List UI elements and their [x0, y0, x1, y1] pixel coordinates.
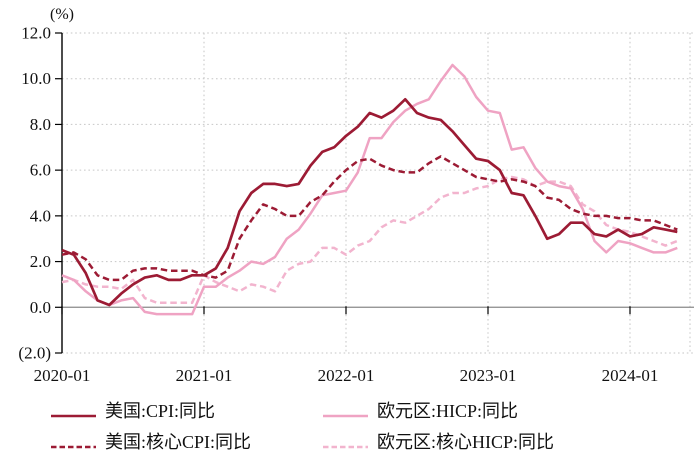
y-tick-label: 8.0 [30, 115, 51, 134]
x-tick-label: 2024-01 [602, 366, 659, 385]
chart-legend: 美国:CPI:同比 欧元区:HICP:同比 美国:核心CPI:同比 欧元区:核心… [0, 400, 700, 453]
x-tick-label: 2023-01 [460, 366, 517, 385]
x-tick-label: 2022-01 [318, 366, 375, 385]
legend-item-ez-hicp: 欧元区:HICP:同比 [322, 400, 700, 422]
series-line-1 [61, 155, 678, 282]
legend-label-ez-hicp: 欧元区:HICP:同比 [377, 401, 519, 421]
legend-item-ez-core-hicp: 欧元区:核心HICP:同比 [322, 431, 700, 453]
legend-label-us-cpi: 美国:CPI:同比 [105, 401, 216, 421]
series-line-3 [61, 175, 678, 304]
legend-line-swatch-dashed-darkred [50, 438, 97, 449]
series-line-2 [61, 63, 678, 316]
legend-item-us-cpi: 美国:CPI:同比 [50, 400, 322, 422]
x-tick-label: 2021-01 [176, 366, 233, 385]
line-chart: 12.0 10.0 8.0 6.0 4.0 2.0 0.0 (2.0) 2020-01 2021-… [18, 6, 694, 385]
y-tick-label: 4.0 [30, 206, 51, 225]
y-tick-label: 10.0 [21, 69, 51, 88]
legend-label-us-core-cpi: 美国:核心CPI:同比 [105, 432, 252, 452]
y-tick-label: 2.0 [30, 252, 51, 271]
legend-label-ez-core-hicp: 欧元区:核心HICP:同比 [377, 432, 555, 452]
y-tick-label: 0.0 [30, 298, 51, 317]
y-tick-label: (2.0) [18, 344, 51, 363]
y-axis-unit-label: (%) [50, 6, 74, 23]
legend-line-swatch-solid-pink [322, 407, 369, 418]
x-tick-label: 2020-01 [34, 366, 91, 385]
y-tick-label: 12.0 [21, 24, 51, 43]
legend-item-us-core-cpi: 美国:核心CPI:同比 [50, 431, 322, 453]
legend-line-swatch-dashed-pink [322, 438, 369, 449]
y-tick-label: 6.0 [30, 161, 51, 180]
legend-line-swatch-solid-darkred [50, 407, 97, 418]
series-line-0 [61, 97, 678, 307]
